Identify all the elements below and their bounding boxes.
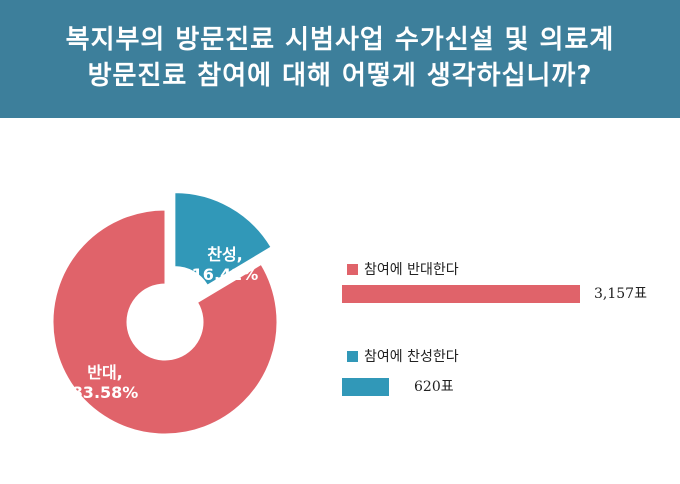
bar-category-label: 참여에 반대한다 bbox=[364, 262, 459, 278]
donut-slice-oppose bbox=[52, 209, 278, 435]
donut-slice-support bbox=[174, 192, 272, 286]
bar-value-label: 620표 bbox=[414, 379, 454, 395]
legend-swatch bbox=[347, 264, 358, 275]
title-line-1: 복지부의 방문진료 시범사업 수가신설 및 의료계 bbox=[65, 25, 615, 55]
slice-label-name: 찬성, bbox=[207, 245, 243, 264]
legend-swatch bbox=[347, 351, 358, 362]
title-line-2: 방문진료 참여에 대해 어떻게 생각하십니까? bbox=[87, 61, 593, 91]
bar-value-label: 3,157표 bbox=[594, 286, 647, 302]
donut-chart: 찬성,16.42% 반대,83.58% bbox=[52, 192, 278, 435]
slice-label-value: 16.42% bbox=[192, 265, 259, 284]
slice-label-value: 83.58% bbox=[72, 383, 139, 402]
bar-category-label: 참여에 찬성한다 bbox=[364, 349, 459, 365]
bar bbox=[342, 285, 580, 303]
title-banner: 복지부의 방문진료 시범사업 수가신설 및 의료계 방문진료 참여에 대해 어떻… bbox=[0, 0, 680, 118]
bar bbox=[342, 378, 389, 396]
slice-label-name: 반대, bbox=[87, 363, 123, 382]
